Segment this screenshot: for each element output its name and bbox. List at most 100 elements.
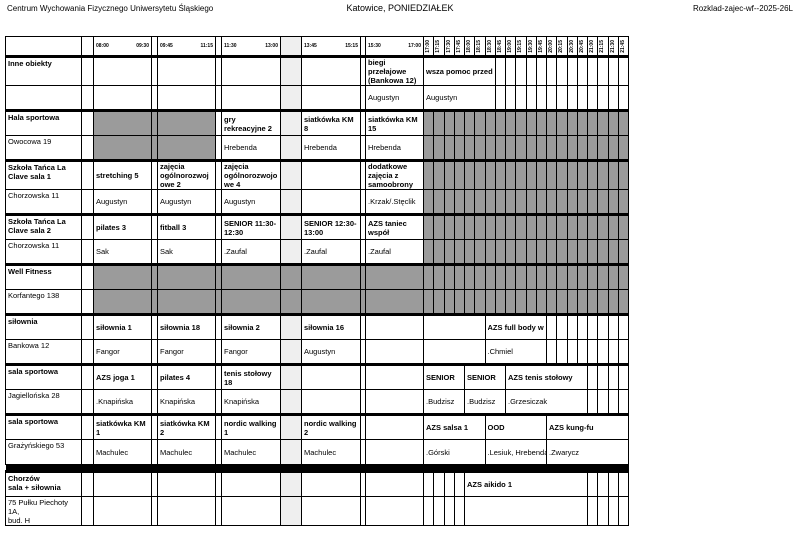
- activity-cell: siłownia 18: [157, 313, 216, 340]
- teacher-cell: Augustyn: [365, 85, 424, 111]
- table-row: Szkoła Tańca La Clave sala 1 stretching 5…: [5, 159, 630, 190]
- teacher-cell: Machulec: [157, 439, 216, 465]
- slot-end: 15:15: [345, 42, 358, 49]
- activity-name: AZS tenis stołowy: [508, 373, 573, 382]
- blocked-cell: [535, 239, 548, 265]
- activity-name: siatkówka KM 8: [304, 114, 354, 133]
- blocked-cell: [221, 289, 281, 315]
- teacher-name: Knapińska: [160, 397, 196, 406]
- blocked-cell: [504, 239, 517, 265]
- blocked-cell: [484, 135, 496, 161]
- activity-cell: [221, 55, 281, 86]
- activity-cell: zajęcia ogólnorozwojowe 4: [221, 159, 281, 190]
- quarter-slot-header: 17:00: [422, 36, 435, 58]
- blocked-cell: [453, 239, 466, 265]
- empty-cell: [525, 85, 537, 111]
- blocked-cell: [504, 109, 517, 136]
- blocked-cell: [576, 239, 589, 265]
- empty-cell: [576, 313, 589, 340]
- empty-cell: [576, 339, 589, 365]
- blocked-cell: [515, 159, 527, 190]
- quarter-time: 17:15: [435, 39, 442, 53]
- quarter-slot-header: 21:30: [607, 36, 619, 58]
- gap-cell: [280, 36, 302, 58]
- blocked-cell: [525, 263, 537, 290]
- teacher-cell: Machulec: [93, 439, 152, 465]
- quarter-time: 17:30: [445, 39, 452, 53]
- quarter-slot-header: 19:30: [525, 36, 537, 58]
- teacher-cell: [221, 496, 281, 526]
- blocked-cell: [535, 289, 548, 315]
- slot-start: 09:45: [160, 42, 173, 49]
- blocked-cell: [607, 213, 619, 240]
- activity-cell: siłownia 2: [221, 313, 281, 340]
- venue-name: Chorzów sala + siłownia: [5, 470, 82, 497]
- empty-cell: [422, 470, 435, 497]
- blocked-cell: [453, 109, 466, 136]
- blocked-cell: [463, 213, 476, 240]
- blocked-cell: [484, 159, 496, 190]
- activity-cell: SENIOR 12:30-13:00: [301, 213, 361, 240]
- teacher-name: .Budzisz: [467, 397, 496, 406]
- activity-cell: gry rekreacyjne 2: [221, 109, 281, 136]
- empty-cell: [566, 339, 578, 365]
- activity-cell: nordic walking 2: [301, 413, 361, 440]
- institution-name: Centrum Wychowania Fizycznego Uniwersyte…: [7, 4, 214, 13]
- quarter-slot-header: 20:45: [576, 36, 589, 58]
- blocked-cell: [93, 109, 152, 136]
- gap-cell: [280, 109, 302, 136]
- activity-cell: stretching 5: [93, 159, 152, 190]
- empty-cell: [566, 313, 578, 340]
- blocked-cell: [494, 263, 507, 290]
- activity-name: dodatkowe zajęcia z samoobrony: [368, 162, 414, 189]
- blocked-cell: [443, 159, 455, 190]
- venue-address: 75 Pułku Piechoty 1A, bud. H: [5, 496, 82, 526]
- gap-cell: [280, 55, 302, 86]
- quarter-slot-header: 20:00: [545, 36, 558, 58]
- venue-name: Well Fitness: [5, 263, 82, 290]
- empty-cell: [607, 85, 619, 111]
- blocked-cell: [484, 263, 496, 290]
- quarter-slot-header: 17:45: [453, 36, 466, 58]
- empty-cell: [586, 339, 599, 365]
- activity-name: SENIOR 11:30-12:30: [224, 218, 277, 237]
- blocked-cell: [433, 289, 445, 315]
- quarter-time: 20:45: [578, 39, 585, 53]
- blocked-cell: [422, 239, 435, 265]
- teacher-cell: [464, 496, 588, 526]
- blocked-cell: [566, 289, 578, 315]
- blocked-cell: [463, 159, 476, 190]
- teacher-cell: Sak: [93, 239, 152, 265]
- blocked-cell: [494, 159, 507, 190]
- blocked-cell: [597, 159, 609, 190]
- spacer-cell: [81, 439, 94, 465]
- activity-cell: biegi przełajowe (Bankowa 12) 1: [365, 55, 424, 86]
- activity-name: siłownia 18: [160, 323, 201, 332]
- teacher-name: .Budzisz: [426, 397, 455, 406]
- activity-cell: [301, 470, 361, 497]
- teacher-name: Augustyn: [224, 197, 256, 206]
- venue-name: Hala sportowa: [5, 109, 82, 136]
- blocked-cell: [463, 239, 476, 265]
- blocked-cell: [515, 289, 527, 315]
- venue-address: Owocowa 19: [5, 135, 82, 161]
- teacher-name: Fangor: [96, 347, 120, 356]
- blocked-cell: [504, 135, 517, 161]
- teacher-cell: [93, 85, 152, 111]
- spacer-cell: [81, 413, 94, 440]
- activity-cell: SENIOR: [423, 363, 465, 390]
- activity-cell: tenis stołowy 18: [221, 363, 281, 390]
- blocked-cell: [556, 189, 568, 215]
- empty-cell: [453, 470, 466, 497]
- activity-cell: [365, 363, 424, 390]
- venue-name: siłownia: [5, 313, 82, 340]
- blocked-cell: [525, 109, 537, 136]
- teacher-cell: Augustyn: [157, 189, 216, 215]
- empty-cell: [607, 363, 619, 390]
- blocked-cell: [545, 289, 558, 315]
- venue-address: Grażyńskiego 53: [5, 439, 82, 465]
- teacher-cell: .Knapińska: [93, 389, 152, 415]
- teacher-cell: [365, 389, 424, 415]
- activity-cell: siatkówka KM 2: [157, 413, 216, 440]
- teacher-name: Augustyn: [426, 93, 458, 102]
